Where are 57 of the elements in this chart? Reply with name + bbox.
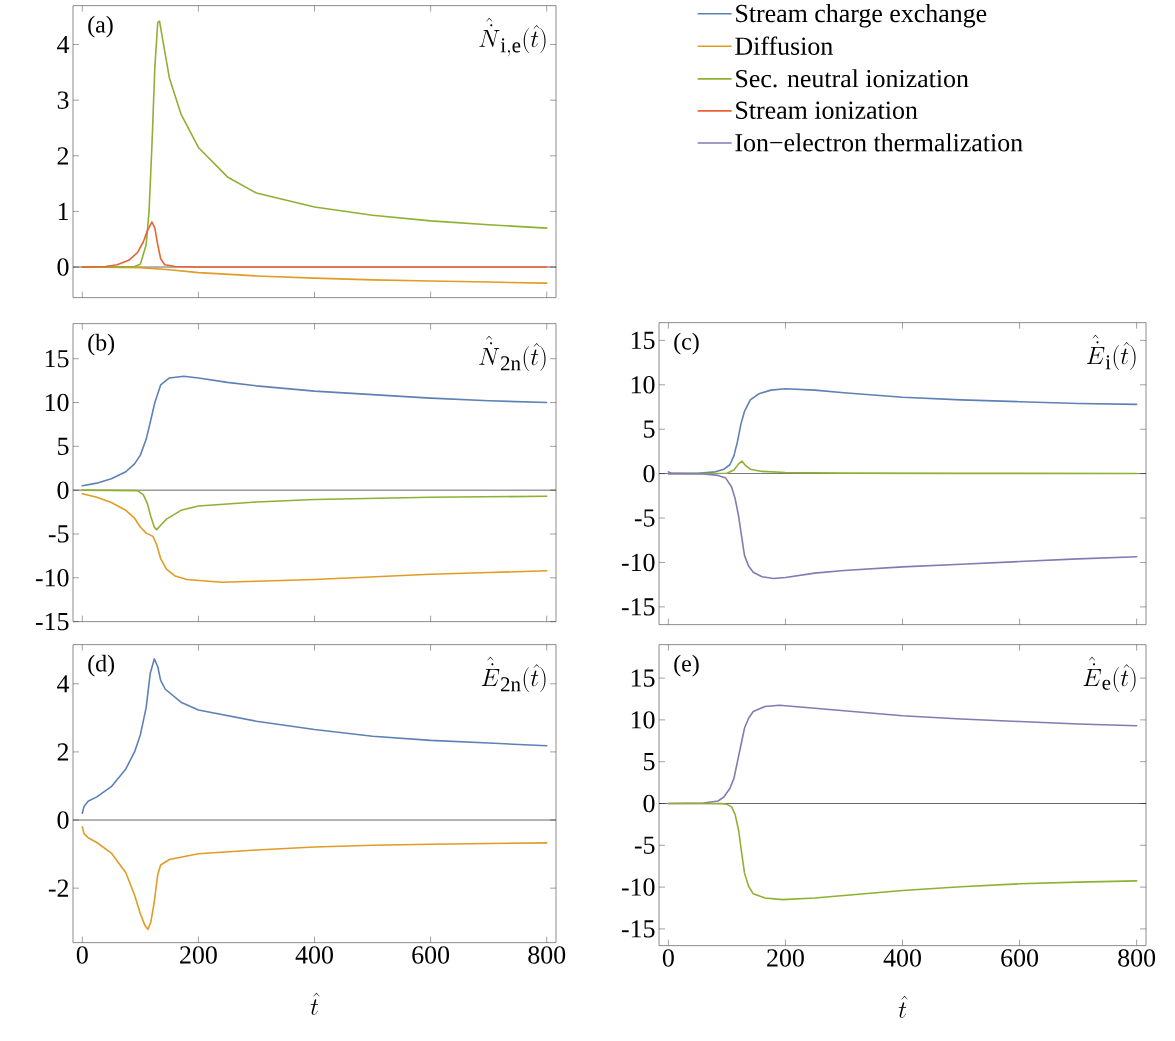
y-tick-label: -15 [621, 598, 655, 616]
y-tick-label: -10 [35, 569, 69, 587]
x-tick-label: 600 [1001, 949, 1039, 967]
text: $\hat{\dot{E}}_{\mathrm{2n}}(\hat{t})$ [481, 657, 546, 693]
y-tick-label: 10 [631, 711, 655, 729]
x-tick-label: 600 [412, 946, 450, 964]
legend-label: Stream charge exchange [736, 4, 987, 28]
x-tick-label: 400 [883, 949, 921, 967]
x-tick-label: 800 [528, 946, 566, 964]
y-tick-label: 4 [57, 36, 70, 54]
y-tick-label: -2 [48, 879, 69, 897]
legend-label: Diffusion [735, 36, 833, 56]
x-tick-label: 200 [767, 949, 804, 967]
y-tick-label: 10 [45, 393, 69, 412]
y-tick-label: 2 [57, 147, 69, 165]
y-tick-label: 0 [57, 811, 69, 829]
y-tick-label: -15 [621, 920, 655, 938]
y-tick-label: 0 [57, 258, 69, 276]
annotation: (b) [88, 334, 115, 356]
y-tick-label: -5 [634, 509, 655, 527]
y-tick-label: -10 [621, 878, 655, 897]
x-axis-title: $\hat{t}$ [310, 993, 320, 1016]
y-tick-label: 15 [631, 331, 655, 350]
y-tick-label: -15 [35, 613, 69, 631]
y-tick-label: 10 [631, 376, 655, 394]
y-tick-label: 5 [644, 420, 655, 438]
y-tick-label: 4 [57, 675, 70, 693]
x-axis-title: $\hat{t}$ [898, 996, 908, 1019]
annotation: (e) [674, 655, 699, 677]
annotation: (a) [88, 15, 113, 38]
y-tick-label: 0 [643, 794, 655, 813]
legend-label: Ion−electron thermalization [735, 133, 1023, 152]
y-tick-label: 5 [58, 437, 69, 456]
y-tick-label: 2 [57, 743, 69, 761]
y-tick-label: 0 [57, 481, 69, 500]
text: $\hat{\dot{E}}_{\mathrm{e}}(\hat{t})$ [1083, 657, 1136, 693]
y-tick-label: 3 [57, 91, 69, 110]
x-tick-label: 400 [295, 946, 333, 964]
y-tick-label: 15 [45, 350, 69, 368]
y-tick-label: -5 [48, 525, 69, 543]
x-tick-label: 0 [76, 946, 88, 964]
text: $\hat{\dot{N}}_{\mathrm{2n}}(\hat{t})$ [479, 336, 546, 372]
annotation: (c) [674, 333, 699, 355]
x-tick-label: 800 [1118, 949, 1156, 967]
y-tick-label: 0 [643, 465, 655, 483]
legend-label: Sec. neutral ionization [736, 69, 969, 88]
annotation: (d) [88, 655, 115, 677]
y-tick-label: 15 [631, 669, 655, 687]
x-tick-label: 200 [180, 946, 217, 964]
text: $\hat{\dot{N}}_{\mathrm{i,e}}(\hat{t})$ [479, 18, 546, 57]
y-tick-label: -5 [634, 836, 655, 855]
text: $\hat{\dot{E}}_{\mathrm{i}}(\hat{t})$ [1086, 335, 1136, 371]
x-tick-label: 0 [662, 949, 674, 967]
legend-label: Stream ionization [736, 101, 918, 120]
y-tick-label: 1 [58, 203, 68, 221]
y-tick-label: 5 [644, 753, 655, 771]
y-tick-label: -10 [621, 553, 655, 572]
